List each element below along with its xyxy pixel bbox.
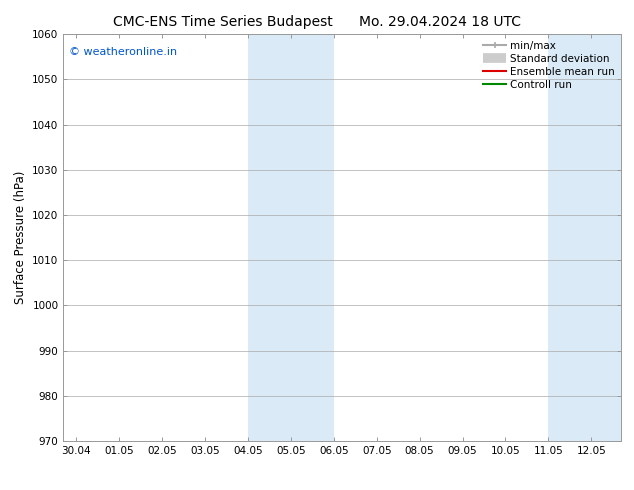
Y-axis label: Surface Pressure (hPa): Surface Pressure (hPa) bbox=[14, 171, 27, 304]
Text: CMC-ENS Time Series Budapest      Mo. 29.04.2024 18 UTC: CMC-ENS Time Series Budapest Mo. 29.04.2… bbox=[113, 15, 521, 29]
Legend: min/max, Standard deviation, Ensemble mean run, Controll run: min/max, Standard deviation, Ensemble me… bbox=[479, 36, 619, 94]
Bar bbox=[248, 34, 333, 441]
Bar bbox=[548, 34, 621, 441]
Text: © weatheronline.in: © weatheronline.in bbox=[69, 47, 177, 56]
